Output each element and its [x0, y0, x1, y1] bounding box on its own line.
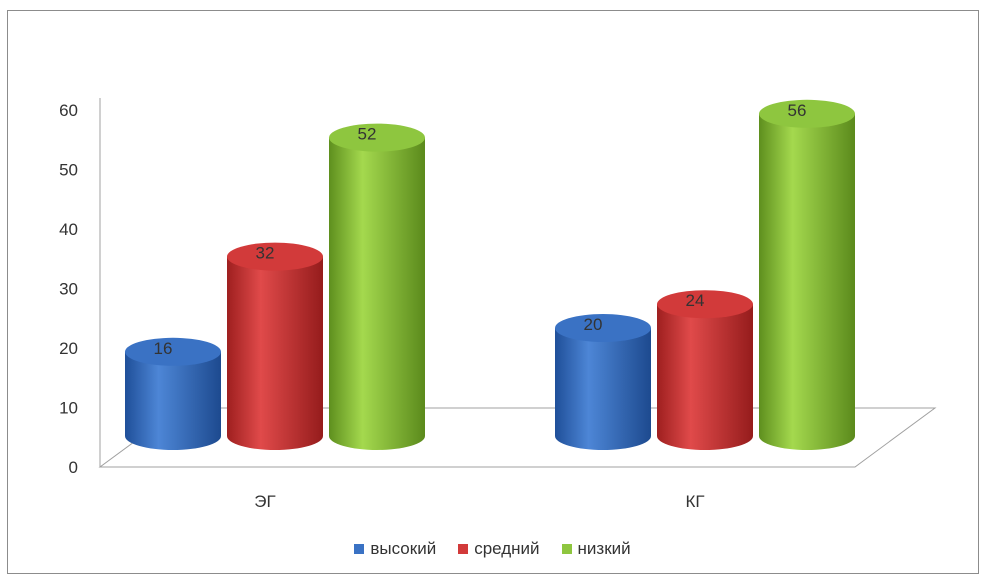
- data-label: 20: [584, 315, 603, 334]
- bar-top: [329, 123, 425, 152]
- y-tick-label: 50: [59, 161, 78, 180]
- bar-body: [555, 328, 651, 450]
- x-category-label: ЭГ: [254, 492, 275, 511]
- bar-top: [759, 99, 855, 128]
- data-label: 56: [788, 101, 807, 120]
- bar-body: [329, 137, 425, 450]
- legend-item: средний: [458, 539, 540, 559]
- bar-top: [125, 337, 221, 366]
- legend-item: высокий: [354, 539, 436, 559]
- legend-swatch: [354, 544, 365, 554]
- y-tick-label: 10: [59, 399, 78, 418]
- legend-label: низкий: [577, 539, 631, 558]
- legend-item: низкий: [561, 539, 631, 559]
- legend: высокий средний низкий: [0, 539, 985, 559]
- x-category-label: КГ: [685, 492, 704, 511]
- data-label: 16: [154, 339, 173, 358]
- bar-top: [555, 314, 651, 342]
- bar-body: [759, 113, 855, 451]
- data-label: 24: [686, 291, 705, 310]
- bar: 56: [759, 99, 855, 451]
- legend-label: средний: [474, 539, 540, 558]
- bar: 16: [125, 337, 221, 450]
- data-label: 32: [256, 244, 275, 263]
- bar-top: [227, 242, 323, 271]
- x-axis-category-labels: ЭГ КГ: [254, 492, 704, 511]
- bar: 52: [329, 123, 425, 450]
- y-tick-label: 20: [59, 339, 78, 358]
- legend-swatch: [561, 544, 572, 554]
- y-tick-label: 60: [59, 101, 78, 120]
- data-label: 52: [358, 125, 377, 144]
- bar: 32: [227, 242, 323, 450]
- legend-swatch: [458, 544, 469, 554]
- legend-label: высокий: [370, 539, 437, 558]
- bar-body: [125, 351, 221, 450]
- y-tick-label: 0: [69, 458, 78, 477]
- bar: 24: [657, 290, 753, 450]
- y-tick-label: 30: [59, 280, 78, 299]
- bars: 16 32 52 20 24 56: [125, 99, 855, 451]
- y-axis-tick-labels: 0 10 20 30 40 50 60: [59, 101, 78, 477]
- bar-body: [227, 256, 323, 450]
- y-tick-label: 40: [59, 220, 78, 239]
- bar-body: [657, 304, 753, 450]
- bar-top: [657, 290, 753, 319]
- bar: 20: [555, 314, 651, 450]
